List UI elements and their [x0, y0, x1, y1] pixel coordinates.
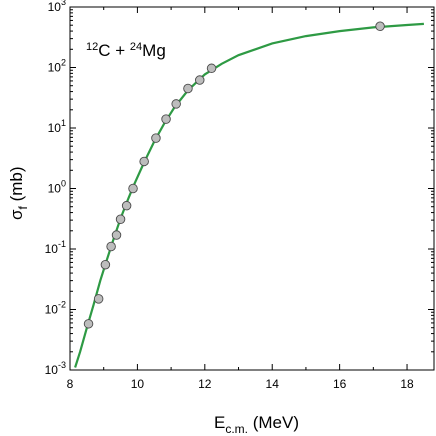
x-axis-title-subscript: c.m. — [225, 422, 248, 436]
plot-frame — [69, 6, 435, 371]
data-points — [83, 21, 385, 329]
y-tick-label: 102 — [48, 58, 66, 75]
data-point — [121, 200, 132, 211]
fit-curve — [74, 22, 424, 368]
y-axis-title-main: σ — [7, 209, 26, 220]
annotation-superscript-mass-12: 12 — [86, 41, 98, 53]
data-point — [128, 183, 138, 194]
x-tick-label: 10 — [131, 377, 145, 391]
y-axis-title-subscript: f — [16, 206, 30, 210]
x-axis-title-unit: (MeV) — [248, 413, 299, 432]
data-point — [93, 294, 104, 304]
chart-annotation: 12C + 24Mg — [86, 41, 166, 60]
y-tick-label: 101 — [48, 118, 66, 135]
y-tick-label: 10-2 — [45, 300, 66, 317]
x-tick-label: 16 — [333, 377, 347, 391]
data-point — [83, 319, 94, 329]
y-axis-title: σf (mb) — [7, 166, 30, 220]
x-tick-label: 12 — [198, 377, 212, 391]
data-point — [115, 214, 126, 225]
data-point — [151, 133, 161, 143]
annotation-text-carbon: C + — [98, 41, 130, 60]
data-point — [161, 114, 171, 124]
data-point — [375, 21, 385, 32]
data-point — [183, 83, 193, 94]
y-tick-label: 10-3 — [45, 360, 66, 377]
x-tick-label: 8 — [67, 377, 74, 391]
y-tick-label: 10-1 — [45, 239, 66, 256]
data-point — [195, 75, 205, 85]
x-axis-title-main: E — [214, 413, 225, 432]
data-point — [206, 63, 217, 74]
annotation-superscript-mass-24: 24 — [130, 41, 142, 53]
data-point — [171, 99, 181, 109]
y-axis-title-unit: (mb) — [7, 166, 26, 206]
data-point — [111, 230, 122, 240]
annotation-text-magnesium: Mg — [142, 41, 166, 60]
y-tick-label: 103 — [48, 0, 66, 14]
data-point — [100, 259, 111, 270]
x-axis-title: Ec.m. (MeV) — [214, 413, 299, 436]
tick-labels: 8 10 12 14 16 18 10-3 10-2 10-1 100 101 102 103 — [45, 0, 414, 391]
x-tick-label: 14 — [266, 377, 280, 391]
data-point — [139, 156, 149, 167]
data-point — [106, 241, 116, 252]
y-tick-label: 100 — [48, 179, 66, 196]
x-tick-label: 18 — [400, 377, 414, 391]
axis-ticks — [69, 6, 434, 371]
